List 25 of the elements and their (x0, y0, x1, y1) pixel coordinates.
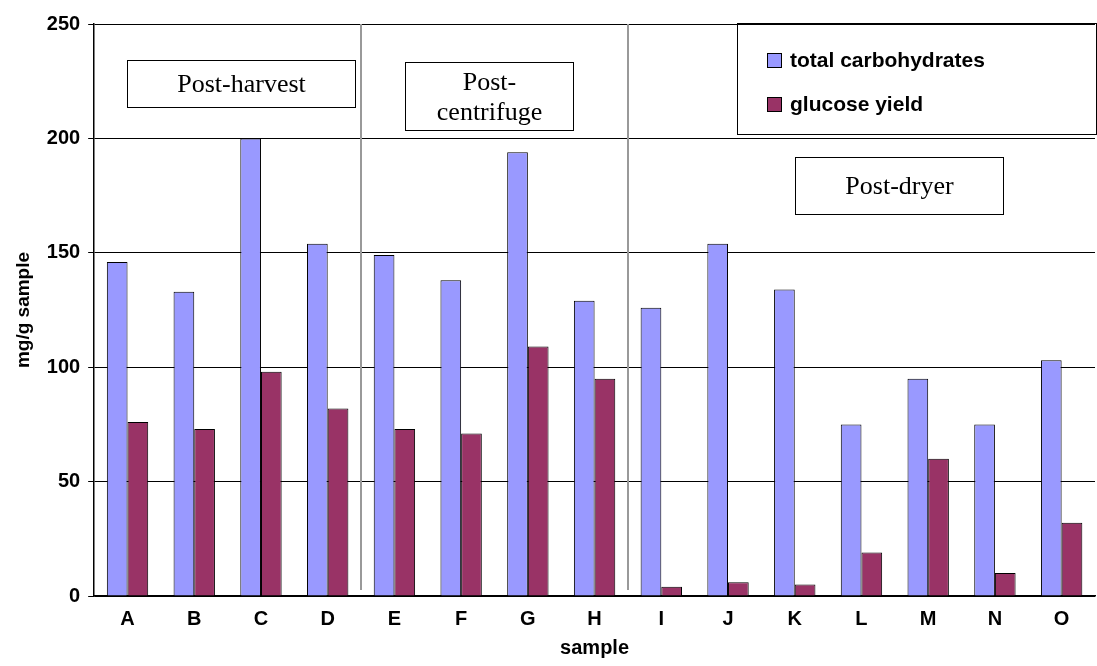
x-axis-title: sample (560, 635, 630, 658)
y-tick-label: 0 (69, 583, 81, 606)
x-tick-label: I (658, 606, 665, 629)
x-tick-label: L (855, 606, 868, 629)
x-tick-label: A (120, 606, 135, 629)
x-tick-label: N (987, 606, 1003, 629)
y-tick-label: 250 (46, 11, 81, 34)
legend-label: glucose yield (790, 92, 924, 116)
y-tick-label: 100 (46, 354, 81, 377)
legend-label: total carbohydrates (790, 48, 985, 72)
y-tick-label: 50 (57, 469, 81, 492)
x-tick-label: B (187, 606, 202, 629)
x-tick-label: F (455, 606, 468, 629)
x-tick-label: M (919, 606, 937, 629)
x-tick-label: D (320, 606, 335, 629)
x-tick-label: G (520, 606, 536, 629)
x-tick-label: E (387, 606, 402, 629)
x-tick-label: O (1053, 606, 1070, 629)
y-tick-label: 150 (46, 240, 81, 263)
y-tick-label: 200 (46, 125, 81, 148)
y-axis-title: mg/g sample (11, 251, 33, 369)
x-tick-label: J (722, 606, 734, 629)
x-tick-label: H (587, 606, 602, 629)
x-tick-label: K (787, 606, 803, 629)
x-tick-label: C (253, 606, 269, 629)
